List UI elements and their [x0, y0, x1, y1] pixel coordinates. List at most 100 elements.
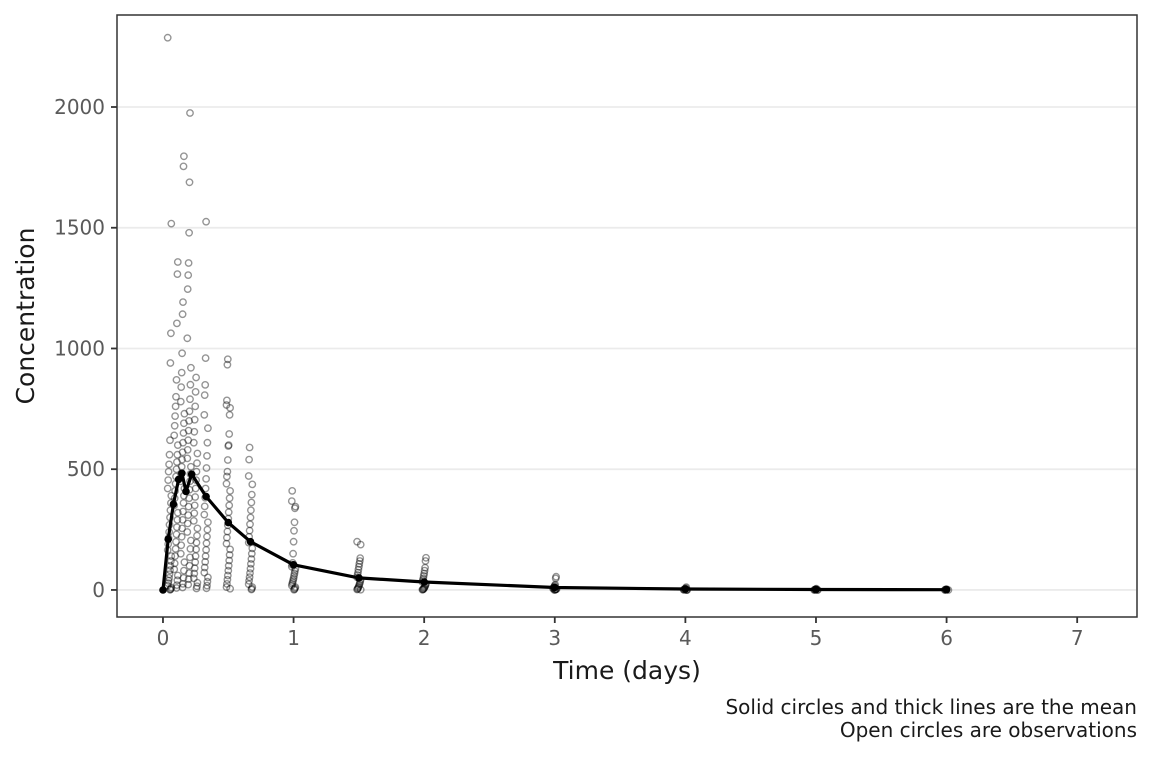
observation-point — [186, 545, 195, 553]
observation-point — [166, 557, 175, 565]
observation-point — [186, 395, 194, 404]
observation-point — [191, 387, 200, 396]
observation-point — [165, 570, 174, 579]
observation-point — [173, 441, 182, 449]
observation-point — [247, 498, 256, 507]
observation-point — [189, 517, 198, 525]
observation-point — [226, 545, 235, 554]
observation-point — [163, 33, 172, 42]
caption-line-observations: Open circles are observations — [840, 718, 1137, 742]
observation-point — [185, 178, 194, 187]
observation-point — [290, 585, 298, 594]
observation-point — [290, 584, 299, 593]
observation-point — [422, 553, 430, 562]
observation-point — [184, 502, 193, 511]
observation-point — [225, 551, 234, 559]
observation-point — [202, 217, 211, 226]
observation-point — [202, 546, 211, 554]
observation-point — [190, 564, 199, 573]
observation-point — [193, 578, 202, 587]
observation-point — [245, 443, 254, 452]
observation-point — [202, 539, 211, 548]
y-tick-label: 2000 — [54, 95, 105, 119]
observation-point — [179, 162, 188, 171]
observation-point — [178, 310, 187, 319]
gridlines-layer — [118, 106, 1136, 591]
observation-point — [166, 584, 175, 593]
observation-point — [179, 429, 188, 437]
observation-point — [200, 510, 209, 519]
mean-point — [202, 492, 210, 501]
mean-line — [161, 471, 949, 592]
observation-point — [186, 363, 195, 372]
observation-point — [223, 467, 232, 476]
observation-point — [356, 554, 365, 562]
observation-point — [178, 349, 187, 358]
observation-point — [184, 436, 193, 445]
observation-point — [178, 516, 187, 524]
observation-point — [203, 518, 212, 527]
observation-point — [245, 576, 254, 585]
observation-point — [354, 584, 362, 593]
observation-point — [289, 576, 297, 585]
observation-point — [201, 380, 210, 389]
observation-point — [191, 493, 200, 501]
observation-point — [164, 476, 173, 484]
observation-point — [189, 574, 198, 583]
observation-point — [288, 580, 297, 588]
observation-point — [170, 431, 179, 440]
observation-point — [203, 424, 212, 433]
observation-point — [184, 511, 193, 519]
observation-point — [193, 582, 201, 591]
observation-point — [166, 436, 174, 445]
observation-point — [290, 518, 299, 527]
observation-point — [192, 545, 201, 554]
mean-point — [420, 578, 429, 586]
observation-point — [180, 558, 189, 567]
observation-point — [353, 585, 361, 594]
observation-point — [223, 575, 232, 584]
observation-point — [186, 109, 194, 117]
observation-point — [173, 270, 182, 278]
observation-point — [222, 583, 231, 591]
observation-point — [170, 559, 179, 568]
y-tick-label: 500 — [67, 457, 105, 481]
observation-point — [178, 583, 187, 592]
panel-border — [116, 14, 1138, 618]
observation-point — [166, 561, 175, 570]
observation-point — [172, 465, 181, 474]
observation-point — [165, 574, 174, 582]
observation-point — [171, 552, 180, 560]
observation-point — [165, 460, 174, 469]
observation-point — [190, 501, 199, 510]
observation-point — [179, 566, 188, 575]
observation-point — [419, 585, 428, 594]
observation-point — [179, 298, 187, 306]
observation-point — [180, 409, 189, 418]
observation-point — [203, 573, 212, 582]
observation-point — [225, 430, 234, 438]
observation-point — [172, 581, 181, 589]
observation-point — [184, 580, 193, 589]
observation-point — [179, 438, 187, 447]
observation-point — [185, 228, 194, 237]
observation-point — [186, 536, 195, 545]
observation-point — [355, 560, 364, 568]
observation-point — [203, 532, 211, 541]
x-tick-label: 6 — [940, 626, 953, 650]
x-tick-label: 1 — [287, 626, 300, 650]
observation-point — [184, 259, 193, 267]
observation-point — [191, 402, 200, 411]
observation-point — [190, 415, 199, 424]
observation-point — [222, 472, 231, 481]
observation-point — [552, 572, 560, 581]
observation-point — [356, 585, 365, 594]
observation-point — [167, 583, 176, 592]
observation-point — [421, 557, 430, 565]
x-axis-title: Time (days) — [552, 656, 701, 685]
observation-point — [248, 544, 257, 553]
observation-point — [247, 490, 256, 499]
observation-point — [223, 355, 232, 364]
observation-point — [200, 410, 209, 419]
observation-point — [191, 558, 200, 567]
